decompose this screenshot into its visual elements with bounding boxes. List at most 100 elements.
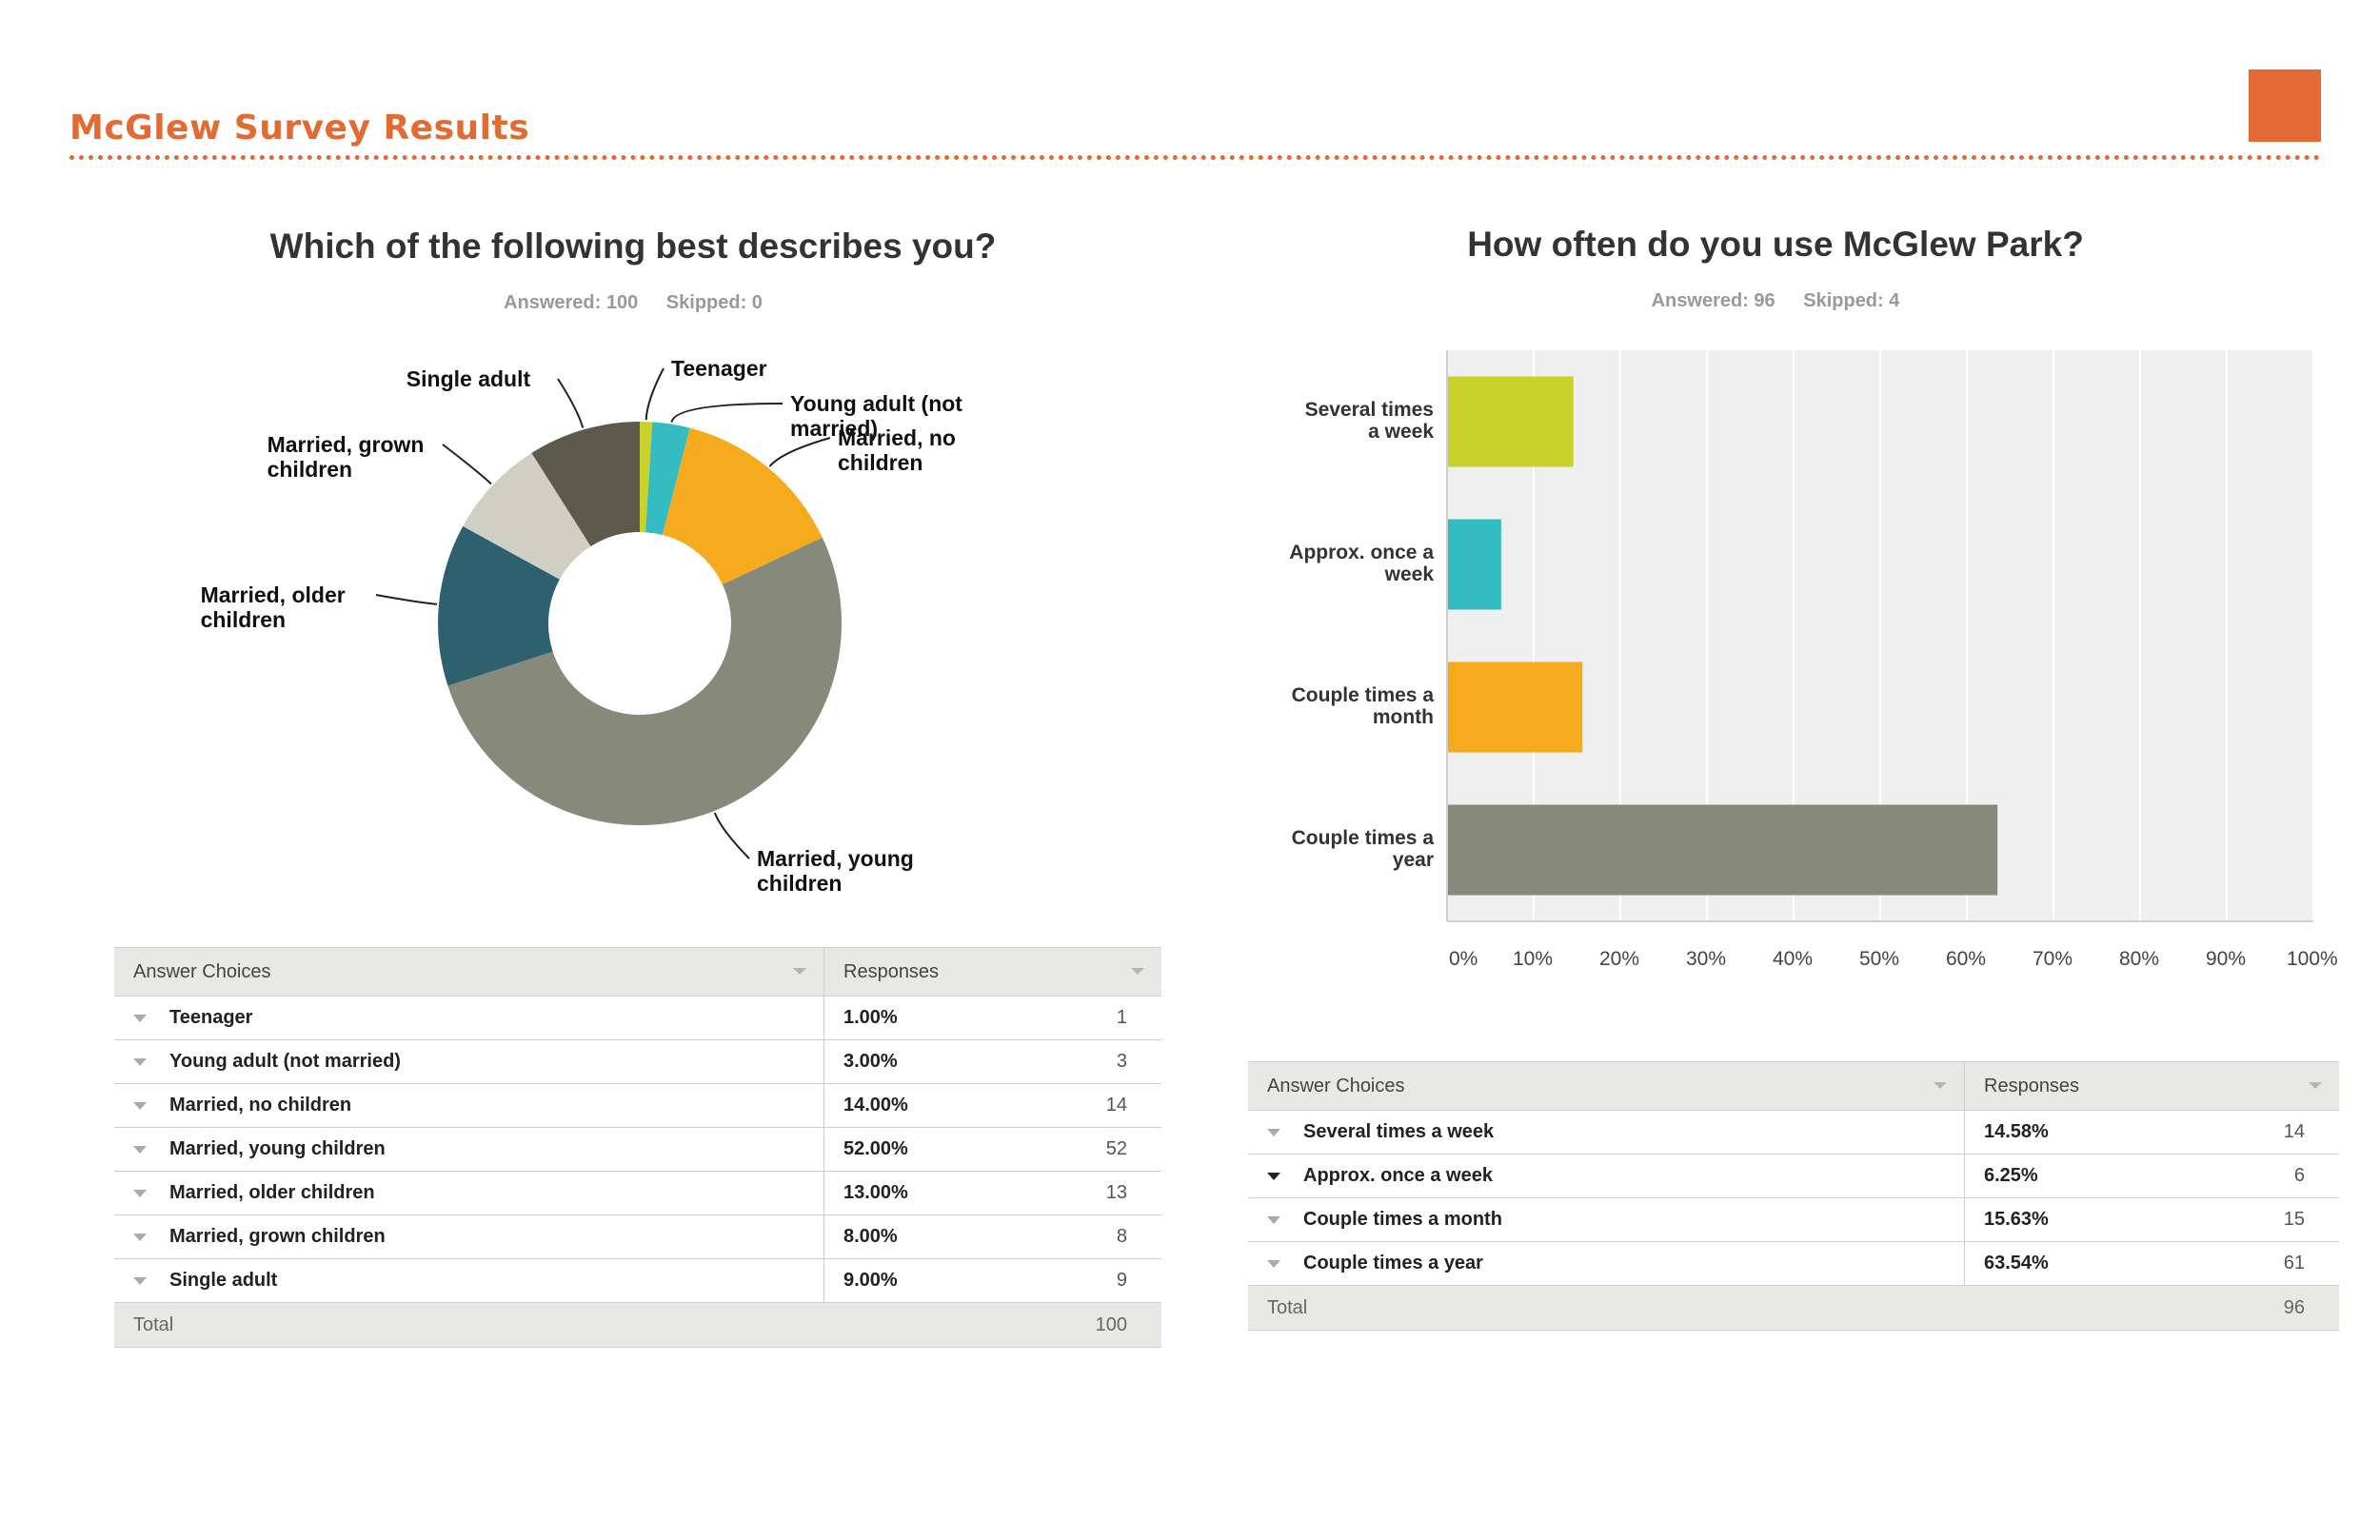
column-header-responses[interactable]: Responses [823,947,1161,997]
chart1-answer-table: Answer Choices Responses Teenager 1.00% 1 Y… [114,947,1161,1348]
sort-caret-icon[interactable] [1934,1082,1947,1089]
answer-choice-label: Young adult (not married) [169,1051,401,1072]
donut-slice-label: Married, grown children [268,432,425,482]
answer-choice-label: Married, older children [169,1182,375,1203]
answer-choice-label: Single adult [169,1270,278,1291]
total-row: Total 100 [114,1302,1161,1348]
response-count: 1 [1013,996,1161,1040]
sort-caret-icon[interactable] [2309,1082,2322,1089]
x-tick-label: 10% [1513,948,1553,970]
answer-choice-cell: Married, no children [114,1083,824,1128]
answer-choice-cell: Young adult (not married) [114,1039,824,1084]
expand-caret-icon[interactable] [133,1057,147,1066]
donut-leader-line [557,378,585,428]
column-header-label: Answer Choices [133,960,271,982]
sort-caret-icon[interactable] [793,968,806,975]
response-percent: 1.00% [823,996,1014,1040]
donut-leader-line [645,367,664,421]
response-percent: 14.58% [1964,1110,2191,1155]
chart2-title: How often do you use McGlew Park? [1467,225,2084,264]
x-tick-label: 0% [1449,948,1478,970]
donut-slice-label: Teenager [671,356,767,381]
response-count: 3 [1013,1039,1161,1084]
total-label: Total [114,1302,1014,1348]
column-header-answer-choices[interactable]: Answer Choices [1248,1061,1965,1111]
answer-choice-cell: Teenager [114,996,824,1040]
total-value: 100 [1013,1302,1161,1348]
bar [1448,661,1583,753]
table-header-row: Answer Choices Responses [1248,1061,2339,1111]
response-count: 14 [1013,1083,1161,1128]
response-count: 8 [1013,1214,1161,1259]
column-header-responses[interactable]: Responses [1964,1061,2339,1111]
expand-caret-icon[interactable] [133,1014,147,1022]
answer-choice-cell: Approx. once a week [1248,1154,1965,1198]
x-tick-label: 30% [1686,948,1726,970]
page-title: McGlew Survey Results [69,109,530,148]
expand-caret-icon[interactable] [1267,1215,1280,1224]
x-tick-label: 50% [1859,948,1899,970]
bar [1448,376,1574,467]
answer-choice-label: Several times a week [1303,1121,1495,1142]
answer-choice-label: Couple times a year [1303,1253,1483,1273]
total-row: Total 96 [1248,1285,2339,1331]
response-percent: 52.00% [823,1127,1014,1172]
x-tick-label: 90% [2206,948,2246,970]
table-row: Teenager 1.00% 1 [114,996,1161,1040]
expand-caret-icon[interactable] [1267,1172,1280,1180]
response-count: 61 [2190,1241,2339,1286]
donut-leader-line [670,402,783,423]
response-count: 52 [1013,1127,1161,1172]
donut-slice [531,422,640,546]
total-value: 96 [2190,1285,2339,1331]
expand-caret-icon[interactable] [133,1189,147,1197]
response-percent: 14.00% [823,1083,1014,1128]
expand-caret-icon[interactable] [1267,1128,1280,1136]
donut-leader-line [375,594,438,605]
answer-choice-label: Couple times a month [1303,1209,1502,1230]
table-row: Several times a week 14.58% 14 [1248,1110,2339,1155]
answer-choice-label: Approx. once a week [1303,1165,1493,1186]
table-row: Married, young children 52.00% 52 [114,1127,1161,1172]
table-header-row: Answer Choices Responses [114,947,1161,997]
chart1-skipped: Skipped: 0 [665,292,763,313]
table-row: Single adult 9.00% 9 [114,1258,1161,1303]
expand-caret-icon[interactable] [133,1101,147,1110]
table-row: Married, grown children 8.00% 8 [114,1214,1161,1259]
column-header-label: Answer Choices [1267,1075,1405,1096]
expand-caret-icon[interactable] [133,1145,147,1154]
response-percent: 8.00% [823,1214,1014,1259]
donut-slice [437,525,560,686]
expand-caret-icon[interactable] [1267,1259,1280,1268]
table-row: Couple times a year 63.54% 61 [1248,1241,2339,1286]
chart2-stats: Answered: 96 Skipped: 4 [1257,290,2294,312]
chart1-answered: Answered: 100 [504,292,639,313]
response-count: 13 [1013,1171,1161,1215]
donut-leader-line [768,437,831,467]
chart2-answered: Answered: 96 [1651,290,1775,311]
expand-caret-icon[interactable] [133,1276,147,1285]
expand-caret-icon[interactable] [133,1233,147,1241]
response-count: 9 [1013,1258,1161,1303]
x-tick-label: 70% [2033,948,2073,970]
response-percent: 13.00% [823,1171,1014,1215]
y-category-label: Approx. once a week [1289,542,1434,585]
column-header-answer-choices[interactable]: Answer Choices [114,947,824,997]
sort-caret-icon[interactable] [1131,968,1144,975]
answer-choice-label: Married, no children [169,1095,352,1116]
response-percent: 63.54% [1964,1241,2191,1286]
donut-slice-label: Married, no children [838,425,956,475]
bar [1448,519,1501,610]
y-category-label: Couple times a year [1292,827,1435,871]
answer-choice-label: Teenager [169,1007,253,1028]
donut-slice [645,422,690,536]
table-row: Approx. once a week 6.25% 6 [1248,1154,2339,1198]
column-header-label: Responses [1984,1075,2080,1096]
donut-slice-label: Young adult (not married) [790,391,962,441]
x-tick-label: 60% [1946,948,1986,970]
answer-choice-label: Married, young children [169,1138,386,1159]
total-label: Total [1248,1285,2191,1331]
answer-choice-cell: Married, grown children [114,1214,824,1259]
title-divider [69,155,2321,160]
